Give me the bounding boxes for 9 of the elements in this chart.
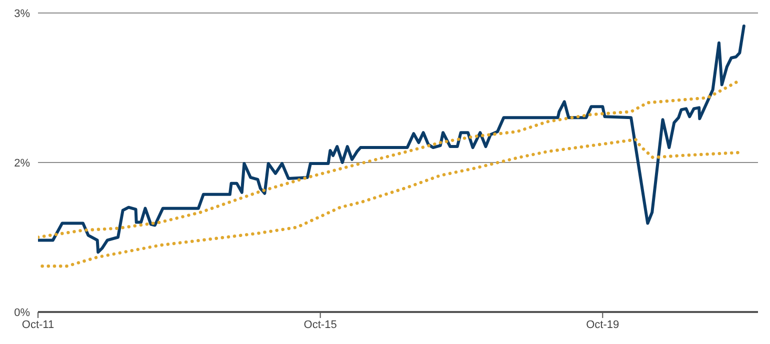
- y-tick-label: 3%: [14, 8, 30, 20]
- x-tick-label: Oct-11: [22, 318, 54, 331]
- line-series: [38, 79, 741, 239]
- y-tick-label: 2%: [14, 157, 30, 170]
- y-tick-label: 0%: [14, 306, 30, 319]
- line-series: [38, 24, 746, 254]
- x-tick-label: Oct-15: [304, 318, 337, 331]
- line-series: [40, 138, 741, 268]
- x-tick-label: Oct-19: [586, 318, 620, 331]
